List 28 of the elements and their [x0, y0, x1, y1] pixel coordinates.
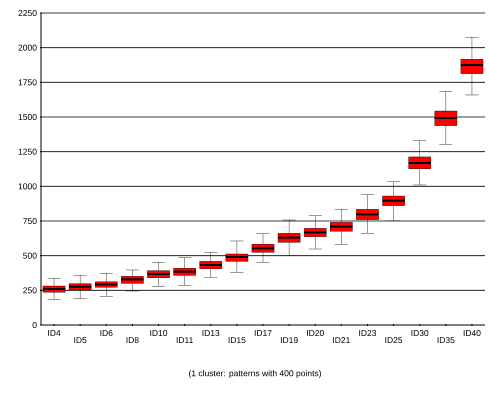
y-tick-label: 1750: [18, 79, 37, 86]
y-tick-label: 2000: [18, 44, 37, 51]
x-tick-label: ID11: [176, 337, 193, 344]
x-tick-label: ID21: [333, 337, 350, 344]
x-tick-label: ID13: [202, 330, 220, 336]
text: (1 cluster: patterns with 400 points): [188, 370, 321, 378]
y-tick-label: 1500: [18, 114, 37, 120]
y-tick-label: 250: [23, 287, 37, 294]
y-tick-label: 1250: [18, 148, 37, 155]
x-tick-label: ID15: [228, 337, 246, 344]
y-tick-label: 750: [23, 218, 37, 224]
y-tick-label: 2250: [18, 10, 37, 16]
x-tick-label: ID35: [438, 337, 454, 344]
x-tick-label: ID4: [48, 330, 60, 336]
x-tick-label: ID10: [150, 330, 168, 336]
y-tick-label: 500: [23, 252, 37, 259]
x-tick-label: ID17: [254, 330, 272, 336]
y-tick-label: 0: [32, 322, 37, 328]
x-tick-label: ID23: [359, 330, 376, 336]
x-tick-label: ID20: [307, 330, 324, 336]
x-tick-label: ID6: [100, 330, 113, 336]
x-tick-label: ID5: [74, 337, 86, 344]
x-tick-label: ID19: [280, 337, 298, 344]
x-tick-label: ID25: [385, 337, 402, 344]
x-tick-label: ID40: [464, 330, 481, 336]
x-tick-label: ID30: [412, 330, 428, 336]
y-tick-label: 1000: [18, 183, 37, 190]
x-tick-label: ID8: [126, 337, 139, 344]
